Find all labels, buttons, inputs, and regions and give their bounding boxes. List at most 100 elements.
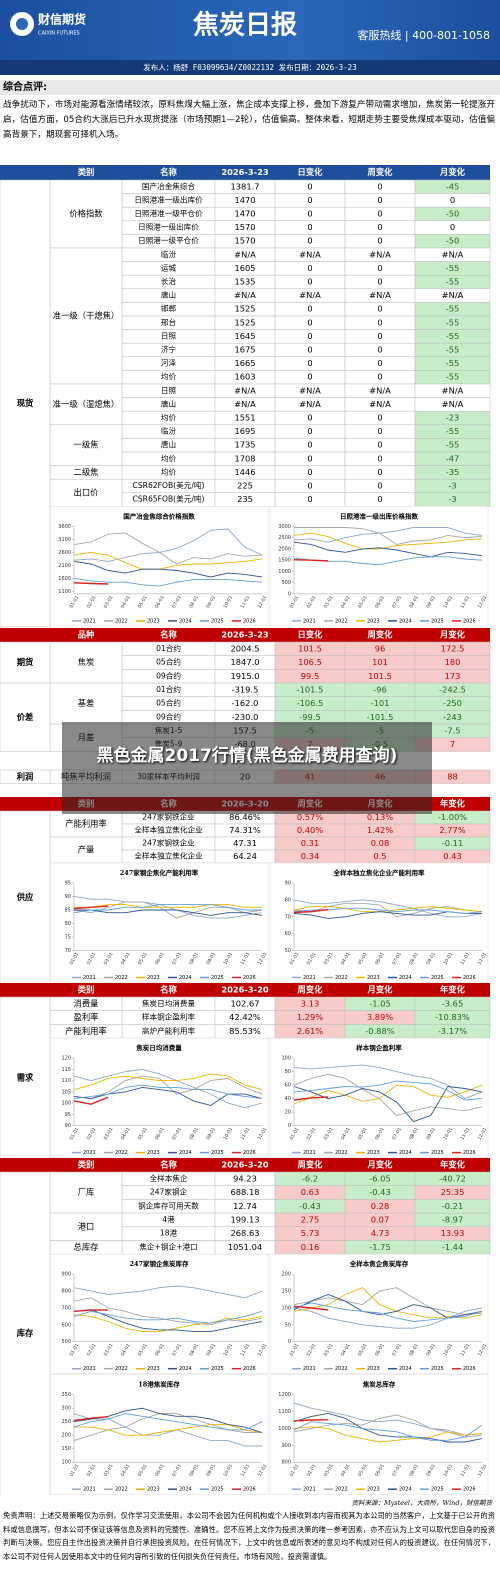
chart-frame (269, 1253, 489, 1374)
y-tick-label: 1100 (278, 1409, 291, 1415)
y-tick-label: 100 (281, 1056, 291, 1062)
x-tick-label: 01-01 (68, 1343, 80, 1358)
series-line (73, 1297, 263, 1326)
legend-label: 2025 (431, 1150, 444, 1156)
header-cell: 年变化 (440, 799, 466, 809)
group-label: 一级焦 (74, 440, 99, 450)
y-tick-label: 75 (65, 935, 71, 941)
x-tick-label: 03-01 (323, 1127, 335, 1142)
table-cell: -162.0 (232, 698, 259, 708)
series-line (293, 1302, 483, 1322)
section-label: 现货 (17, 398, 34, 408)
table-cell: 74.31% (229, 825, 261, 835)
x-tick-label: 08-01 (188, 1463, 200, 1478)
series-line (73, 904, 262, 914)
table-cell: 唐山 (161, 398, 176, 408)
table-cell: 09合约 (156, 670, 181, 680)
table-cell: 05合约 (156, 698, 181, 708)
y-tick-label: 80 (65, 921, 71, 927)
series-line (293, 899, 483, 918)
table-cell: #N/A (442, 399, 464, 409)
table-cell: -99.5 (299, 712, 320, 722)
legend-label: 2026 (463, 1366, 476, 1372)
cell (49, 179, 123, 249)
x-tick-label: 11-01 (239, 1343, 251, 1358)
group-label: 消费量 (74, 998, 99, 1008)
y-tick-label: 90 (285, 881, 291, 887)
table-cell: 1525 (234, 304, 255, 314)
chart-title: 18港焦炭库存 (138, 1380, 180, 1389)
x-tick-label: 12-01 (476, 951, 488, 966)
table-cell: 0 (307, 236, 312, 246)
header-cell: 周变化 (368, 630, 394, 640)
table-cell: 0 (377, 277, 382, 287)
table-cell: 0 (377, 481, 382, 491)
table-cell: 0 (307, 426, 312, 436)
legend-label: 2021 (303, 975, 316, 981)
cell (49, 478, 123, 507)
table-cell: 0 (307, 304, 312, 314)
y-tick-label: 500 (61, 1339, 71, 1345)
chart-title: 全样本焦企焦炭库存 (349, 1259, 409, 1268)
legend-label: 2024 (399, 1366, 412, 1372)
y-tick-label: 300 (61, 1406, 71, 1412)
table-cell: 0 (377, 331, 382, 341)
y-tick-label: 800 (61, 1289, 71, 1295)
group-label: 盈利率 (74, 1012, 99, 1022)
table-cell: 05合约 (156, 657, 181, 667)
series-line (73, 1075, 263, 1100)
legend-label: 2024 (179, 1150, 192, 1156)
legend-label: 2021 (83, 618, 96, 624)
legend-label: 2024 (399, 618, 412, 624)
table-cell: 0 (307, 317, 312, 327)
header-row (0, 165, 490, 180)
x-tick-label: 07-01 (171, 951, 183, 966)
table-cell: 0 (377, 453, 382, 463)
table-cell: 172.5 (441, 643, 465, 653)
table-cell: 长治 (161, 276, 177, 286)
legend-label: 2022 (335, 1487, 348, 1493)
series-line (293, 1421, 483, 1441)
summary-title: 综合点评: (0, 80, 500, 95)
x-tick-label: 01-01 (68, 1127, 80, 1142)
legend-label: 2022 (115, 618, 128, 624)
table-cell: 1675 (234, 345, 255, 355)
header-cell: 2026-3-20 (221, 985, 269, 995)
header-cell: 日变化 (298, 167, 324, 177)
x-tick-label: 03-01 (323, 951, 335, 966)
y-tick-label: 60 (285, 1083, 291, 1089)
series-line (74, 904, 262, 908)
x-tick-label: 09-01 (205, 951, 217, 966)
x-tick-label: 03-01 (103, 595, 115, 610)
table-cell: 1051.04 (228, 1242, 262, 1252)
header-cell: 日变化 (298, 630, 324, 640)
series-line (73, 905, 109, 910)
y-tick-label: 150 (61, 1446, 71, 1452)
table-cell: 0 (377, 358, 382, 368)
y-tick-label: 700 (61, 1305, 71, 1311)
group-label: 总库存 (74, 1242, 99, 1252)
chart-frame (49, 506, 269, 627)
x-tick-label: 04-01 (120, 1343, 132, 1358)
y-tick-label: 100 (61, 1460, 71, 1466)
y-tick-label: 3000 (278, 524, 291, 530)
legend-label: 2023 (367, 1487, 380, 1493)
x-tick-label: 10-01 (442, 951, 454, 966)
x-tick-label: 01-01 (288, 1127, 300, 1142)
group-label: 厂库 (78, 1187, 95, 1197)
header-row (0, 983, 490, 997)
legend-label: 2023 (367, 975, 380, 981)
x-tick-label: 05-01 (137, 1343, 149, 1358)
table-cell: 1605 (234, 263, 255, 273)
y-tick-label: 2000 (278, 546, 291, 552)
table-cell: -106.5 (297, 698, 324, 708)
table-cell: -8.97 (442, 1214, 463, 1224)
x-tick-label: 11-01 (239, 1127, 251, 1142)
table-cell: 日照 (161, 386, 177, 395)
y-tick-label: 1200 (278, 1392, 291, 1398)
x-tick-label: 02-01 (86, 1127, 98, 1142)
table-cell: 0.63 (301, 1187, 319, 1197)
x-tick-label: 06-01 (154, 1127, 166, 1142)
x-tick-label: 08-01 (408, 595, 420, 610)
group-label: 准一级（干熄焦） (53, 311, 119, 321)
